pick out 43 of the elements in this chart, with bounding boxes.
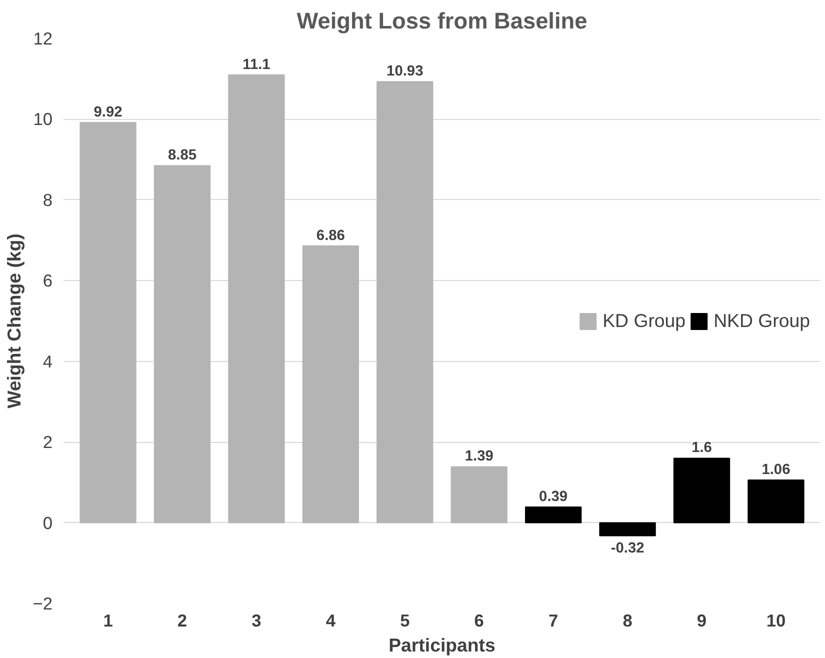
x-tick-label: 10 (766, 610, 786, 630)
y-tick-label: −2 (32, 594, 53, 614)
legend-label: NKD Group (714, 310, 810, 332)
bar (450, 466, 508, 524)
bar (302, 245, 360, 524)
x-tick-label: 7 (548, 610, 558, 630)
y-tick-label: 2 (42, 432, 53, 452)
bar (80, 122, 136, 524)
bar (228, 74, 285, 524)
data-label: 0.39 (539, 489, 568, 506)
data-label: 10.93 (386, 64, 424, 80)
y-tick-label: 6 (42, 270, 53, 291)
data-label: 9.92 (94, 104, 122, 120)
bar (599, 522, 656, 536)
y-tick-label: 12 (33, 28, 53, 48)
data-label: 1.06 (762, 462, 790, 478)
x-tick-label: 9 (696, 610, 707, 630)
bar (673, 458, 730, 524)
data-label: 1.6 (692, 440, 712, 456)
x-axis-title: Participants (388, 634, 496, 656)
x-tick-label: 4 (326, 610, 336, 630)
data-label: 1.39 (464, 448, 494, 465)
x-tick-label: 1 (103, 610, 114, 630)
x-tick-label: 5 (400, 610, 410, 630)
y-tick-label: 4 (42, 351, 53, 372)
bar (748, 480, 804, 524)
data-label: 6.86 (316, 228, 345, 244)
legend-label: KD Group (602, 310, 686, 332)
data-label: 8.85 (168, 148, 197, 164)
x-tick-label: 2 (177, 610, 188, 630)
y-tick-label: 0 (42, 512, 53, 533)
bar (376, 81, 434, 524)
x-tick-label: 3 (252, 610, 262, 630)
data-label: -0.32 (610, 540, 644, 557)
x-tick-label: 8 (622, 610, 633, 630)
bar (154, 165, 211, 524)
x-tick-label: 6 (474, 610, 484, 630)
y-axis-title: Weight Change (kg) (4, 234, 25, 408)
bar (524, 506, 582, 524)
chart-title: Weight Loss from Baseline (296, 8, 588, 34)
y-tick-label: 10 (33, 109, 53, 130)
data-label: 11.1 (242, 56, 270, 73)
y-tick-label: 8 (42, 190, 53, 210)
